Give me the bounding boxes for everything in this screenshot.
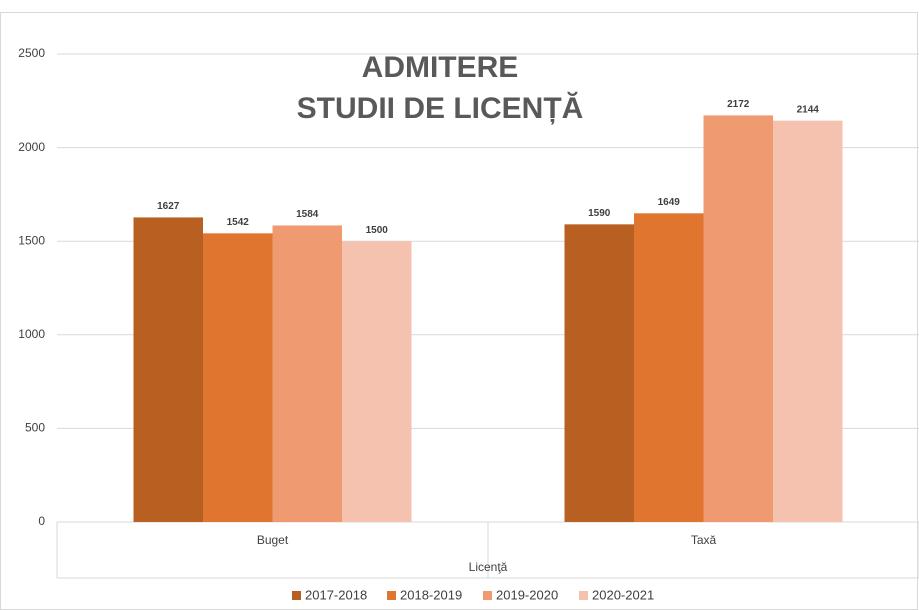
x-tick-label: Buget [257,533,289,547]
value-label: 1649 [658,197,681,208]
value-label: 1500 [366,225,389,236]
y-tick-label: 2500 [18,46,45,60]
chart-title: ADMITERE [362,51,519,84]
legend-swatch [292,591,301,600]
y-tick-label: 1000 [18,327,45,341]
value-label: 1590 [588,208,611,219]
legend-label: 2017-2018 [305,587,367,602]
value-label: 1542 [227,217,250,228]
value-label: 2172 [727,99,750,110]
bar [703,115,773,522]
legend-swatch [483,591,492,600]
value-label: 2144 [797,104,820,115]
legend-label: 2020-2021 [592,587,654,602]
bar [564,224,634,523]
y-tick-label: 0 [38,514,45,528]
y-tick-label: 500 [25,421,45,435]
bar [272,225,342,522]
value-label: 1627 [157,201,180,212]
chart-title: STUDII DE LICENȚĂ [297,91,584,125]
legend-label: 2018-2019 [400,587,462,602]
bar [133,217,203,522]
y-tick-label: 2000 [18,140,45,154]
x-tick-label: Taxă [691,533,717,547]
y-tick-label: 1500 [18,233,45,247]
bar [773,120,843,523]
legend-label: 2019-2020 [496,587,558,602]
x-axis-title: Licenţă [469,560,508,574]
bar [203,233,273,523]
value-label: 1584 [296,209,319,220]
legend-swatch [579,591,588,600]
bar [342,241,412,522]
bar [634,213,704,523]
legend-swatch [387,591,396,600]
